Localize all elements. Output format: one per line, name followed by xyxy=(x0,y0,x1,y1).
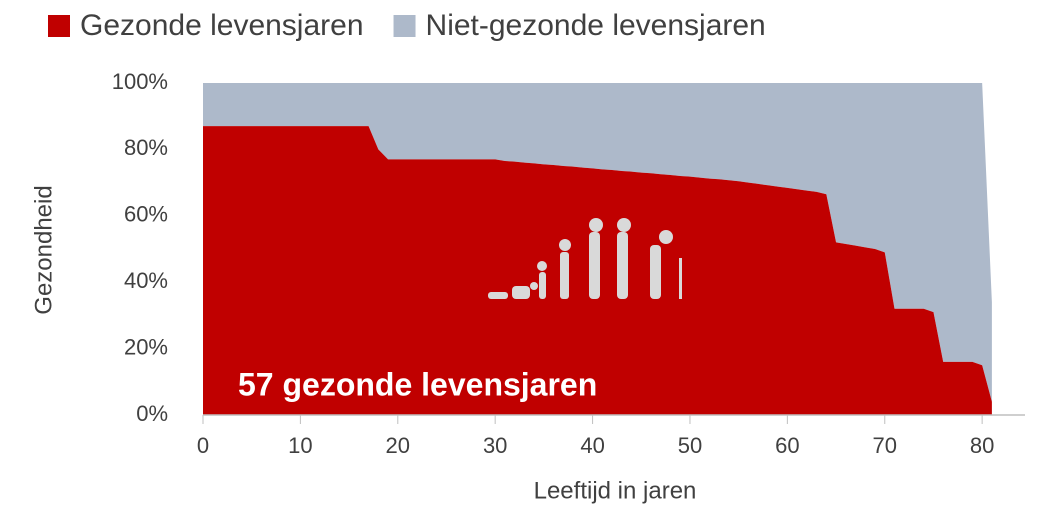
x-tick-label: 10 xyxy=(288,433,312,458)
x-tick-label: 0 xyxy=(197,433,209,458)
x-tick-label: 40 xyxy=(580,433,604,458)
y-tick-label: 40% xyxy=(124,268,168,293)
annotation: 57 gezonde levensjaren xyxy=(238,366,597,402)
x-axis-label: Leeftijd in jaren xyxy=(534,477,697,504)
legend-label: Niet-gezonde levensjaren xyxy=(426,9,766,42)
x-tick-label: 20 xyxy=(386,433,410,458)
y-tick-label: 0% xyxy=(136,401,168,426)
legend-swatch xyxy=(48,15,70,37)
x-tick-label: 50 xyxy=(678,433,702,458)
legend-label: Gezonde levensjaren xyxy=(80,9,364,42)
y-tick-label: 60% xyxy=(124,202,168,227)
people-icon xyxy=(488,218,682,299)
x-tick-label: 30 xyxy=(483,433,507,458)
x-tick-label: 80 xyxy=(970,433,994,458)
y-axis-label: Gezondheid xyxy=(30,185,57,314)
y-tick-label: 80% xyxy=(124,135,168,160)
y-tick-label: 100% xyxy=(112,69,168,94)
area xyxy=(203,83,992,402)
y-tick-label: 20% xyxy=(124,334,168,359)
x-tick-label: 60 xyxy=(775,433,799,458)
legend-swatch xyxy=(393,15,416,37)
x-tick-label: 70 xyxy=(873,433,897,458)
